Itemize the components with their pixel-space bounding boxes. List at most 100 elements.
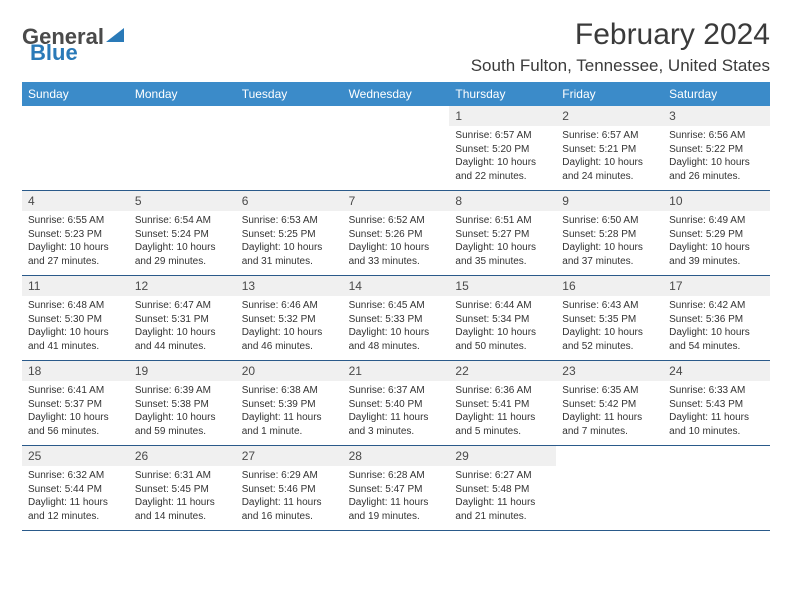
calendar-day-cell: 4Sunrise: 6:55 AMSunset: 5:23 PMDaylight…: [22, 191, 129, 275]
day-sun-data: Sunrise: 6:47 AMSunset: 5:31 PMDaylight:…: [129, 296, 236, 357]
day-of-week-label: Friday: [556, 82, 663, 106]
calendar-page: General February 2024 South Fulton, Tenn…: [0, 0, 792, 541]
daylight-text-1: Daylight: 10 hours: [669, 326, 764, 340]
daylight-text-2: and 21 minutes.: [455, 510, 550, 524]
day-number: 27: [236, 446, 343, 466]
sunset-text: Sunset: 5:27 PM: [455, 228, 550, 242]
day-sun-data: Sunrise: 6:27 AMSunset: 5:48 PMDaylight:…: [449, 466, 556, 527]
daylight-text-1: Daylight: 10 hours: [28, 241, 123, 255]
calendar-day-cell: 8Sunrise: 6:51 AMSunset: 5:27 PMDaylight…: [449, 191, 556, 275]
daylight-text-1: Daylight: 11 hours: [455, 411, 550, 425]
daylight-text-1: Daylight: 10 hours: [455, 156, 550, 170]
day-number: [663, 446, 770, 466]
daylight-text-1: Daylight: 10 hours: [562, 326, 657, 340]
daylight-text-1: Daylight: 11 hours: [455, 496, 550, 510]
sunset-text: Sunset: 5:29 PM: [669, 228, 764, 242]
title-block: February 2024 South Fulton, Tennessee, U…: [471, 18, 770, 76]
day-sun-data: Sunrise: 6:31 AMSunset: 5:45 PMDaylight:…: [129, 466, 236, 527]
daylight-text-1: Daylight: 11 hours: [242, 496, 337, 510]
sunset-text: Sunset: 5:48 PM: [455, 483, 550, 497]
sunrise-text: Sunrise: 6:37 AM: [349, 384, 444, 398]
day-sun-data: Sunrise: 6:51 AMSunset: 5:27 PMDaylight:…: [449, 211, 556, 272]
sunset-text: Sunset: 5:26 PM: [349, 228, 444, 242]
day-number: [236, 106, 343, 126]
daylight-text-2: and 50 minutes.: [455, 340, 550, 354]
sunset-text: Sunset: 5:41 PM: [455, 398, 550, 412]
day-sun-data: Sunrise: 6:53 AMSunset: 5:25 PMDaylight:…: [236, 211, 343, 272]
sunrise-text: Sunrise: 6:53 AM: [242, 214, 337, 228]
calendar-day-cell: 27 Sunrise: 6:29 AMSunset: 5:46 PMDayligh…: [236, 446, 343, 530]
day-number: 17: [663, 276, 770, 296]
daylight-text-1: Daylight: 11 hours: [242, 411, 337, 425]
daylight-text-1: Daylight: 10 hours: [455, 241, 550, 255]
daylight-text-1: Daylight: 10 hours: [562, 241, 657, 255]
daylight-text-2: and 14 minutes.: [135, 510, 230, 524]
sunrise-text: Sunrise: 6:38 AM: [242, 384, 337, 398]
location-text: South Fulton, Tennessee, United States: [471, 56, 770, 76]
calendar-day-cell: 10Sunrise: 6:49 AMSunset: 5:29 PMDayligh…: [663, 191, 770, 275]
calendar-day-cell: 28Sunrise: 6:28 AMSunset: 5:47 PMDayligh…: [343, 446, 450, 530]
day-number: 13: [236, 276, 343, 296]
day-number: 25: [22, 446, 129, 466]
sunrise-text: Sunrise: 6:45 AM: [349, 299, 444, 313]
day-sun-data: Sunrise: 6:44 AMSunset: 5:34 PMDaylight:…: [449, 296, 556, 357]
day-number: [22, 106, 129, 126]
daylight-text-1: Daylight: 10 hours: [455, 326, 550, 340]
day-number: 20: [236, 361, 343, 381]
day-number: [343, 106, 450, 126]
sunrise-text: Sunrise: 6:29 AM: [242, 469, 337, 483]
daylight-text-2: and 37 minutes.: [562, 255, 657, 269]
day-sun-data: Sunrise: 6:56 AMSunset: 5:22 PMDaylight:…: [663, 126, 770, 187]
calendar-day-cell: 12Sunrise: 6:47 AMSunset: 5:31 PMDayligh…: [129, 276, 236, 360]
daylight-text-2: and 22 minutes.: [455, 170, 550, 184]
calendar-day-cell: 18Sunrise: 6:41 AMSunset: 5:37 PMDayligh…: [22, 361, 129, 445]
daylight-text-2: and 41 minutes.: [28, 340, 123, 354]
sunset-text: Sunset: 5:22 PM: [669, 143, 764, 157]
calendar-day-cell: 20Sunrise: 6:38 AMSunset: 5:39 PMDayligh…: [236, 361, 343, 445]
day-sun-data: Sunrise: 6:46 AMSunset: 5:32 PMDaylight:…: [236, 296, 343, 357]
daylight-text-2: and 7 minutes.: [562, 425, 657, 439]
day-number: 10: [663, 191, 770, 211]
day-number: 19: [129, 361, 236, 381]
sunset-text: Sunset: 5:42 PM: [562, 398, 657, 412]
day-number: 16: [556, 276, 663, 296]
calendar-day-cell: 5Sunrise: 6:54 AMSunset: 5:24 PMDaylight…: [129, 191, 236, 275]
day-number: 14: [343, 276, 450, 296]
day-sun-data: Sunrise: 6:57 AMSunset: 5:21 PMDaylight:…: [556, 126, 663, 187]
sunset-text: Sunset: 5:30 PM: [28, 313, 123, 327]
day-of-week-label: Wednesday: [343, 82, 450, 106]
logo-triangle-icon: [106, 28, 124, 42]
sunrise-text: Sunrise: 6:28 AM: [349, 469, 444, 483]
daylight-text-2: and 59 minutes.: [135, 425, 230, 439]
day-sun-data: Sunrise: 6:32 AMSunset: 5:44 PMDaylight:…: [22, 466, 129, 527]
daylight-text-1: Daylight: 11 hours: [562, 411, 657, 425]
sunrise-text: Sunrise: 6:48 AM: [28, 299, 123, 313]
sunset-text: Sunset: 5:46 PM: [242, 483, 337, 497]
day-of-week-label: Monday: [129, 82, 236, 106]
sunset-text: Sunset: 5:47 PM: [349, 483, 444, 497]
sunrise-text: Sunrise: 6:33 AM: [669, 384, 764, 398]
calendar-day-cell: [343, 106, 450, 190]
calendar-week-row: 1Sunrise: 6:57 AMSunset: 5:20 PMDaylight…: [22, 106, 770, 191]
day-number: 8: [449, 191, 556, 211]
daylight-text-1: Daylight: 11 hours: [135, 496, 230, 510]
calendar-day-cell: 17Sunrise: 6:42 AMSunset: 5:36 PMDayligh…: [663, 276, 770, 360]
day-sun-data: Sunrise: 6:50 AMSunset: 5:28 PMDaylight:…: [556, 211, 663, 272]
calendar-week-row: 18Sunrise: 6:41 AMSunset: 5:37 PMDayligh…: [22, 361, 770, 446]
day-number: 11: [22, 276, 129, 296]
sunset-text: Sunset: 5:34 PM: [455, 313, 550, 327]
calendar-day-cell: 16Sunrise: 6:43 AMSunset: 5:35 PMDayligh…: [556, 276, 663, 360]
sunset-text: Sunset: 5:23 PM: [28, 228, 123, 242]
daylight-text-1: Daylight: 10 hours: [349, 326, 444, 340]
day-number: 5: [129, 191, 236, 211]
calendar-day-cell: 22Sunrise: 6:36 AMSunset: 5:41 PMDayligh…: [449, 361, 556, 445]
daylight-text-2: and 56 minutes.: [28, 425, 123, 439]
sunrise-text: Sunrise: 6:35 AM: [562, 384, 657, 398]
day-of-week-label: Saturday: [663, 82, 770, 106]
day-number: 2: [556, 106, 663, 126]
sunset-text: Sunset: 5:24 PM: [135, 228, 230, 242]
sunrise-text: Sunrise: 6:49 AM: [669, 214, 764, 228]
day-sun-data: Sunrise: 6:52 AMSunset: 5:26 PMDaylight:…: [343, 211, 450, 272]
day-sun-data: Sunrise: 6:41 AMSunset: 5:37 PMDaylight:…: [22, 381, 129, 442]
calendar-day-cell: [236, 106, 343, 190]
